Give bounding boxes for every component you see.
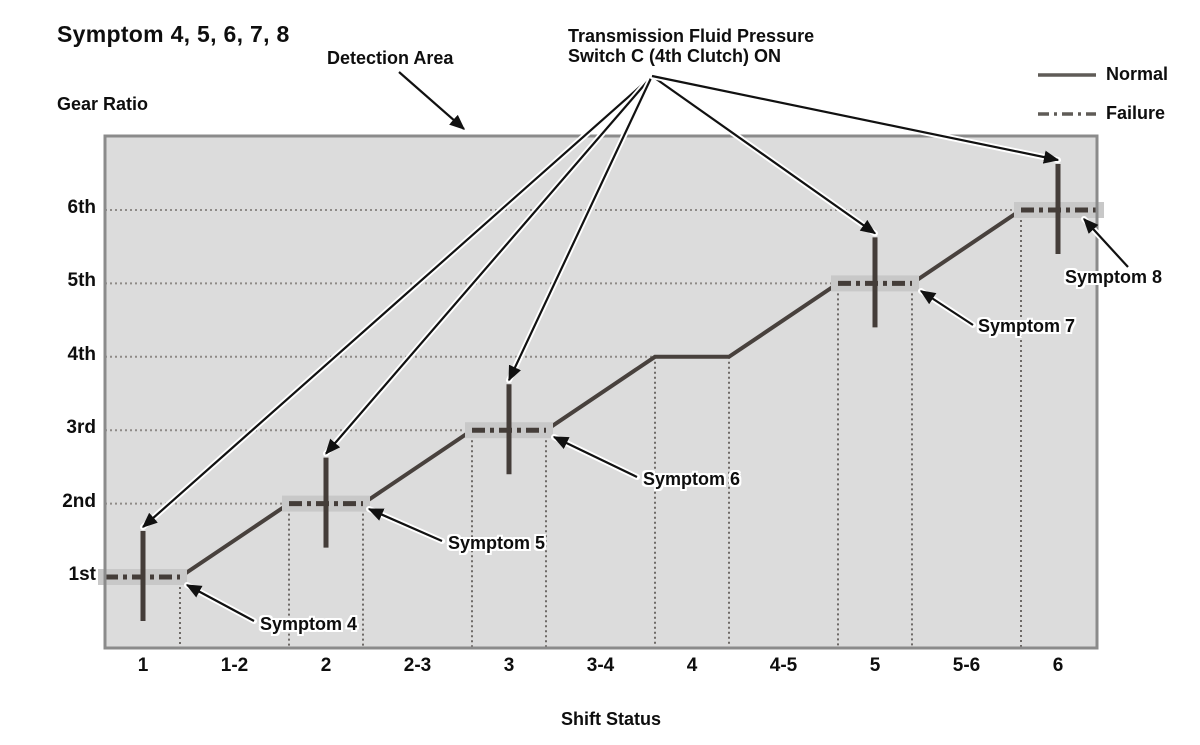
pressure-switch-annotation-line2: Switch C (4th Clutch) ON (568, 46, 781, 66)
symptom-callout-label-5: Symptom 7 (978, 316, 1076, 336)
y-tick-label-5th: 5th (67, 270, 97, 292)
x-tick-label-5: 5 (869, 655, 881, 676)
plot-layer (98, 134, 1104, 650)
y-tick-label-3rd: 3rd (66, 417, 96, 439)
x-tick-label-3-4: 3-4 (586, 655, 615, 676)
legend-label-failure: Failure (1106, 103, 1166, 123)
symptom-callout-label-3: Symptom 6 (643, 469, 741, 489)
legend-item-failure: Failure (1037, 103, 1165, 124)
annotation-arrow-layer (140, 71, 1131, 624)
y-tick-label-2nd: 2nd (62, 490, 96, 512)
pressure-switch-annotation: Transmission Fluid Pressure Switch C (4t… (568, 26, 814, 66)
x-tick-label-1-2: 1-2 (220, 655, 249, 676)
symptom-callout-label-6: Symptom 8 (1065, 267, 1163, 287)
symptom-callout-label-2: Symptom 5 (448, 533, 546, 553)
failure-line-swatch-icon (1038, 111, 1096, 116)
x-tick-label-2-3: 2-3 (403, 655, 432, 676)
y-tick-label-4th: 4th (67, 343, 97, 365)
y-tick-label-1st: 1st (68, 564, 96, 585)
y-axis-title: Gear Ratio (57, 94, 149, 114)
symptom-callout-label-1: Symptom 4 (260, 614, 358, 634)
x-tick-label-5-6: 5-6 (952, 655, 981, 676)
page-title: Symptom 4, 5, 6, 7, 8 (57, 21, 290, 47)
x-tick-label-4: 4 (686, 655, 698, 676)
x-tick-label-2: 2 (320, 655, 332, 676)
x-tick-label-3: 3 (503, 655, 515, 676)
legend-label-normal: Normal (1106, 64, 1169, 84)
x-tick-label-6: 6 (1052, 655, 1064, 676)
detection-area-label: Detection Area (327, 48, 454, 68)
normal-line-swatch-icon (1038, 72, 1096, 77)
x-tick-label-4-5: 4-5 (769, 655, 798, 676)
y-tick-label-6th: 6th (67, 197, 97, 218)
pressure-switch-annotation-line1: Transmission Fluid Pressure (568, 26, 815, 46)
legend-item-normal: Normal (1037, 64, 1168, 85)
x-tick-label-1: 1 (137, 655, 149, 676)
x-axis-title: Shift Status (561, 709, 662, 729)
